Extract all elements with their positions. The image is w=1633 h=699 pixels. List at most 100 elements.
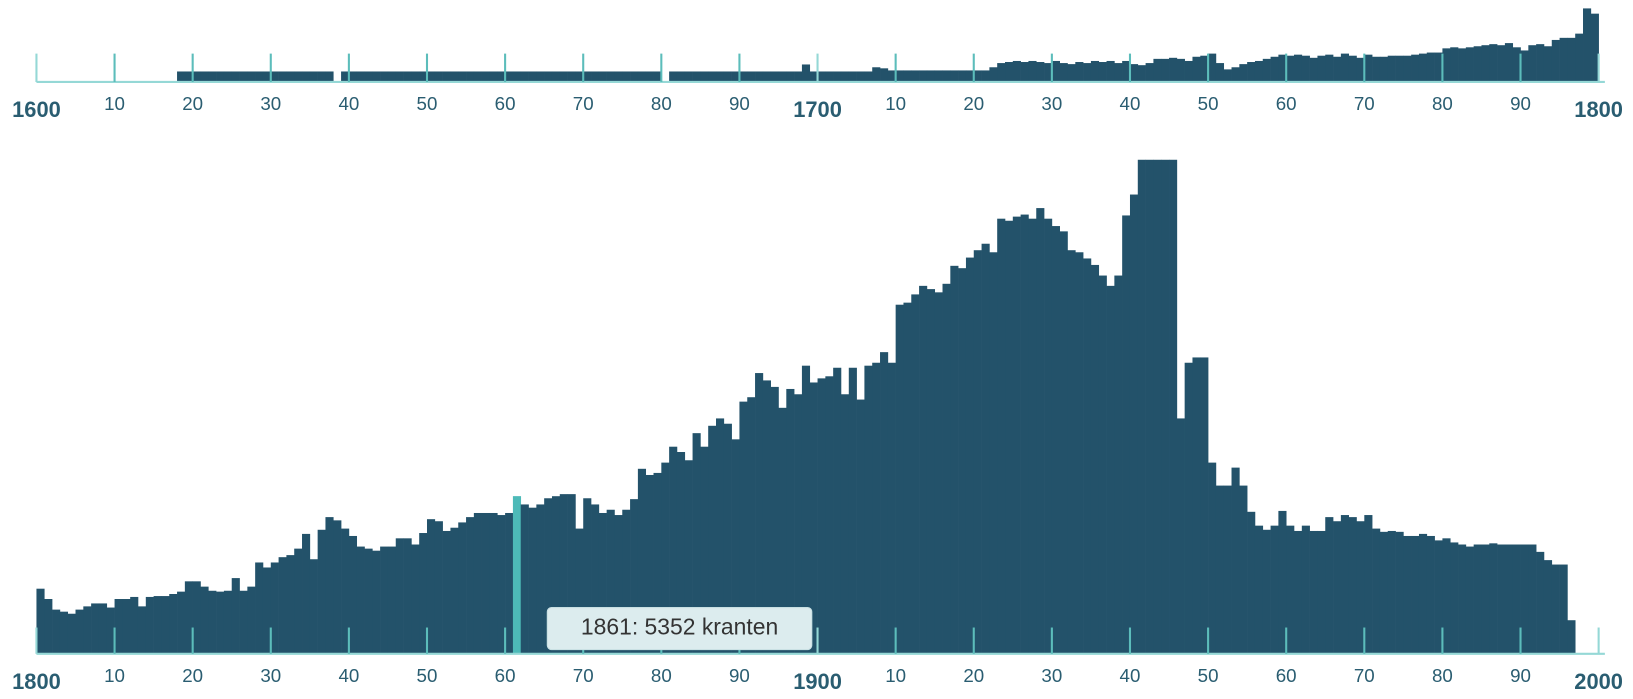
- bar: [1059, 63, 1068, 82]
- bar: [1512, 47, 1521, 82]
- bar: [1458, 544, 1467, 654]
- bar: [364, 548, 373, 654]
- bar: [926, 70, 936, 82]
- x-tick-label: 1700: [793, 97, 842, 122]
- bar: [1122, 60, 1131, 82]
- bar: [536, 504, 545, 654]
- tooltip: 1861: 5352 kranten: [546, 607, 813, 651]
- bar: [458, 522, 467, 654]
- bar: [497, 515, 506, 654]
- x-tick-label: 10: [104, 93, 125, 114]
- bar: [1520, 50, 1529, 82]
- bar: [137, 606, 147, 654]
- bar: [1122, 215, 1131, 654]
- bar: [473, 512, 482, 654]
- bar: [325, 517, 334, 654]
- bar: [536, 71, 545, 82]
- bar: [551, 71, 561, 82]
- bar: [880, 352, 889, 654]
- bar: [1012, 60, 1021, 82]
- bar: [1208, 53, 1217, 82]
- bar: [1442, 538, 1451, 654]
- bar: [216, 71, 225, 82]
- bar: [1129, 194, 1139, 654]
- bar: [1340, 53, 1349, 82]
- bar: [614, 71, 623, 82]
- bar: [356, 546, 365, 654]
- bar: [973, 250, 982, 654]
- bar: [192, 581, 201, 654]
- bar: [934, 292, 943, 654]
- bar: [559, 494, 568, 654]
- x-tick-label: 90: [729, 93, 750, 114]
- x-tick-label: 20: [963, 93, 984, 114]
- bar: [887, 70, 896, 82]
- bar: [598, 512, 607, 654]
- bar: [1098, 275, 1107, 654]
- bar: [684, 71, 693, 82]
- bar: [278, 557, 287, 654]
- x-tick-label: 80: [651, 665, 672, 686]
- bar: [1059, 231, 1068, 654]
- bar: [403, 538, 412, 654]
- bar: [755, 373, 764, 654]
- bar: [676, 71, 686, 82]
- bar: [1239, 485, 1248, 654]
- bar: [786, 71, 795, 82]
- bar: [747, 397, 756, 654]
- bar: [1583, 8, 1592, 82]
- bar: [1215, 63, 1225, 82]
- bar: [528, 507, 537, 654]
- bar: [333, 520, 342, 654]
- bar: [395, 71, 404, 82]
- bar: [817, 71, 826, 82]
- bar: [1075, 62, 1084, 82]
- bar: [645, 474, 654, 654]
- bar: [200, 71, 209, 82]
- bar: [770, 386, 779, 654]
- bar: [630, 499, 639, 654]
- bar: [98, 603, 108, 654]
- bar: [669, 71, 678, 82]
- bar: [919, 70, 928, 82]
- bar: [1067, 64, 1076, 82]
- bar: [762, 380, 771, 654]
- bar: [1278, 510, 1287, 654]
- bar: [840, 71, 850, 82]
- bar: [637, 71, 647, 82]
- bar: [1083, 258, 1092, 654]
- bar: [1044, 218, 1053, 654]
- bar: [1200, 55, 1209, 82]
- bar: [583, 71, 592, 82]
- bar: [286, 555, 295, 654]
- bar: [325, 71, 334, 82]
- bar: [1481, 544, 1490, 654]
- bar: [169, 593, 178, 654]
- bar: [372, 550, 381, 654]
- x-tick-label: 20: [182, 93, 203, 114]
- bar: [1504, 544, 1514, 654]
- x-tick-label: 20: [182, 665, 203, 686]
- bar: [895, 70, 904, 82]
- bar: [1497, 544, 1506, 654]
- bar: [872, 67, 881, 82]
- bar: [1067, 250, 1076, 654]
- bar: [302, 71, 311, 82]
- bar: [903, 302, 912, 654]
- bar: [1387, 55, 1396, 82]
- bar: [544, 71, 553, 82]
- x-tick-label: 30: [260, 665, 281, 686]
- bar: [622, 509, 631, 654]
- bar: [1567, 620, 1576, 654]
- bar: [442, 71, 451, 82]
- bar: [1387, 530, 1396, 654]
- bar: [387, 71, 397, 82]
- bar: [1317, 55, 1326, 82]
- bar: [1161, 58, 1170, 82]
- bar: [708, 71, 717, 82]
- tooltip-text: 1861: 5352 kranten: [581, 614, 778, 640]
- x-tick-label: 30: [1041, 665, 1062, 686]
- bar: [247, 586, 256, 654]
- bar: [1411, 535, 1420, 654]
- bar: [489, 71, 498, 82]
